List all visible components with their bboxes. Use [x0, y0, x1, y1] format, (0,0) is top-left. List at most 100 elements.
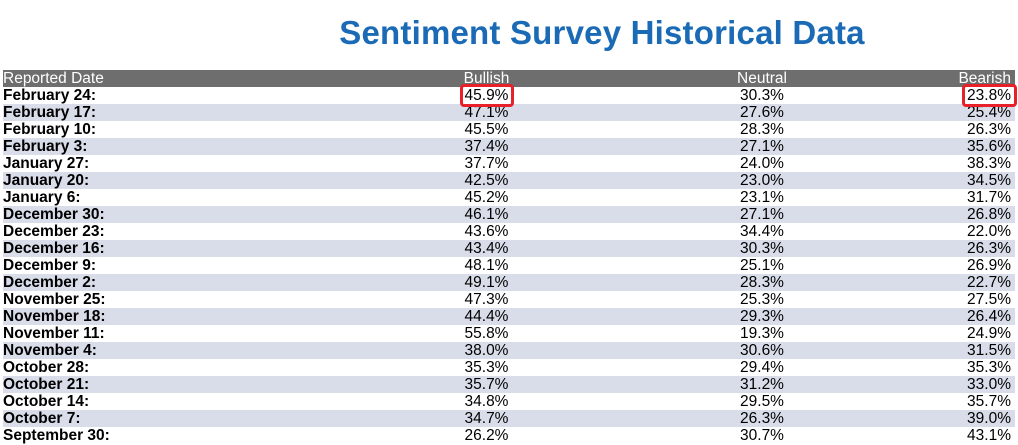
bullish-cell: 55.8% — [318, 325, 655, 342]
bullish-cell: 47.3% — [318, 291, 655, 308]
bullish-cell: 42.5% — [318, 172, 655, 189]
bullish-cell: 43.4% — [318, 240, 655, 257]
neutral-cell-value: 23.1% — [740, 189, 784, 206]
date-cell-value: February 17: — [3, 104, 97, 121]
bearish-cell: 25.4% — [869, 104, 1015, 121]
bullish-cell-value: 49.1% — [464, 274, 509, 291]
date-cell: January 27: — [3, 155, 318, 172]
date-cell: November 4: — [3, 342, 318, 359]
date-cell-value: October 14: — [3, 393, 90, 410]
date-cell-value: September 30: — [3, 427, 110, 444]
bullish-cell: 45.2% — [318, 189, 655, 206]
bullish-cell-value: 37.4% — [464, 138, 509, 155]
bearish-cell-value: 22.7% — [967, 274, 1011, 291]
date-cell-value: January 20: — [3, 172, 90, 189]
neutral-cell-value: 30.7% — [740, 427, 784, 444]
table-row: December 2: 49.1% 28.3% 22.7% — [3, 274, 1015, 291]
bullish-cell-value: 46.1% — [464, 206, 509, 223]
bearish-cell-value: 23.8% — [962, 84, 1017, 107]
bearish-cell: 35.6% — [869, 138, 1015, 155]
bearish-cell: 22.7% — [869, 274, 1015, 291]
neutral-cell-value: 23.0% — [740, 172, 784, 189]
bearish-cell-value: 25.4% — [967, 104, 1011, 121]
bullish-cell-value: 38.0% — [464, 342, 509, 359]
table-row: November 25: 47.3% 25.3% 27.5% — [3, 291, 1015, 308]
bearish-cell-value: 35.6% — [967, 138, 1011, 155]
column-header-bearish: Bearish — [958, 70, 1011, 87]
bullish-cell-value: 44.4% — [464, 308, 509, 325]
bullish-cell-value: 47.1% — [464, 104, 509, 121]
date-cell: February 17: — [3, 104, 318, 121]
date-cell: December 23: — [3, 223, 318, 240]
date-cell: October 28: — [3, 359, 318, 376]
column-header-bullish: Bullish — [463, 70, 510, 87]
bullish-cell-value: 37.7% — [464, 155, 509, 172]
bearish-cell: 35.3% — [869, 359, 1015, 376]
neutral-cell: 27.1% — [655, 138, 869, 155]
table-row: February 17: 47.1% 27.6% 25.4% — [3, 104, 1015, 121]
neutral-cell-value: 25.1% — [740, 257, 784, 274]
table-row: February 24: 45.9% 30.3% 23.8% — [3, 84, 1017, 107]
neutral-cell-value: 30.3% — [740, 87, 784, 104]
bullish-cell-value: 45.5% — [464, 121, 509, 138]
sentiment-table: Reported Date Bullish Neutral Bearish Fe… — [3, 70, 1017, 444]
date-cell-value: February 3: — [3, 138, 88, 155]
bearish-cell: 27.5% — [869, 291, 1015, 308]
neutral-cell: 28.3% — [655, 121, 869, 138]
table-row: October 28: 35.3% 29.4% 35.3% — [3, 359, 1015, 376]
date-cell-value: December 9: — [3, 257, 97, 274]
bullish-cell: 26.2% — [318, 427, 655, 444]
bearish-cell: 31.7% — [869, 189, 1015, 206]
bullish-cell: 45.5% — [318, 121, 655, 138]
bearish-cell-value: 39.0% — [967, 410, 1011, 427]
bullish-cell: 48.1% — [318, 257, 655, 274]
table-header-row: Reported Date Bullish Neutral Bearish — [3, 70, 1015, 87]
date-cell-value: October 21: — [3, 376, 90, 393]
bearish-cell: 26.3% — [869, 121, 1015, 138]
bearish-cell-value: 26.8% — [967, 206, 1011, 223]
date-cell-value: January 27: — [3, 155, 90, 172]
date-cell-value: December 23: — [3, 223, 105, 240]
bullish-cell-value: 35.3% — [464, 359, 509, 376]
bullish-cell-value: 34.8% — [464, 393, 509, 410]
neutral-cell: 28.3% — [655, 274, 869, 291]
bearish-cell-value: 27.5% — [967, 291, 1011, 308]
date-cell: November 18: — [3, 308, 318, 325]
bullish-cell: 38.0% — [318, 342, 655, 359]
neutral-cell-value: 30.3% — [740, 240, 784, 257]
date-cell-value: October 7: — [3, 410, 81, 427]
table-row: October 7: 34.7% 26.3% 39.0% — [3, 410, 1015, 427]
bearish-cell: 24.9% — [869, 325, 1015, 342]
date-cell: December 2: — [3, 274, 318, 291]
bearish-cell-value: 35.3% — [967, 359, 1011, 376]
neutral-cell-value: 29.5% — [740, 393, 784, 410]
neutral-cell-value: 28.3% — [740, 274, 784, 291]
bearish-cell-value: 24.9% — [967, 325, 1011, 342]
date-cell-value: February 24: — [3, 87, 97, 104]
date-cell-value: October 28: — [3, 359, 90, 376]
table-row: January 20: 42.5% 23.0% 34.5% — [3, 172, 1015, 189]
neutral-cell: 31.2% — [655, 376, 869, 393]
neutral-cell: 30.3% — [655, 87, 869, 104]
bearish-cell-value: 35.7% — [967, 393, 1011, 410]
neutral-cell: 34.4% — [655, 223, 869, 240]
neutral-cell: 29.3% — [655, 308, 869, 325]
bearish-cell: 34.5% — [869, 172, 1015, 189]
bearish-cell: 31.5% — [869, 342, 1015, 359]
bullish-cell: 47.1% — [318, 104, 655, 121]
bullish-cell-value: 42.5% — [464, 172, 509, 189]
table-row: November 11: 55.8% 19.3% 24.9% — [3, 325, 1015, 342]
bearish-cell: 33.0% — [869, 376, 1015, 393]
table-body: February 24: 45.9% 30.3% 23.8% February 17: 4… — [3, 84, 1017, 444]
neutral-cell-value: 27.6% — [740, 104, 784, 121]
bullish-cell: 46.1% — [318, 206, 655, 223]
table-row: February 3: 37.4% 27.1% 35.6% — [3, 138, 1015, 155]
table-row: December 30: 46.1% 27.1% 26.8% — [3, 206, 1015, 223]
bullish-cell: 35.3% — [318, 359, 655, 376]
bearish-cell: 39.0% — [869, 410, 1015, 427]
neutral-cell: 25.3% — [655, 291, 869, 308]
date-cell: October 21: — [3, 376, 318, 393]
neutral-cell-value: 29.4% — [740, 359, 784, 376]
neutral-cell: 27.1% — [655, 206, 869, 223]
neutral-cell-value: 28.3% — [740, 121, 784, 138]
